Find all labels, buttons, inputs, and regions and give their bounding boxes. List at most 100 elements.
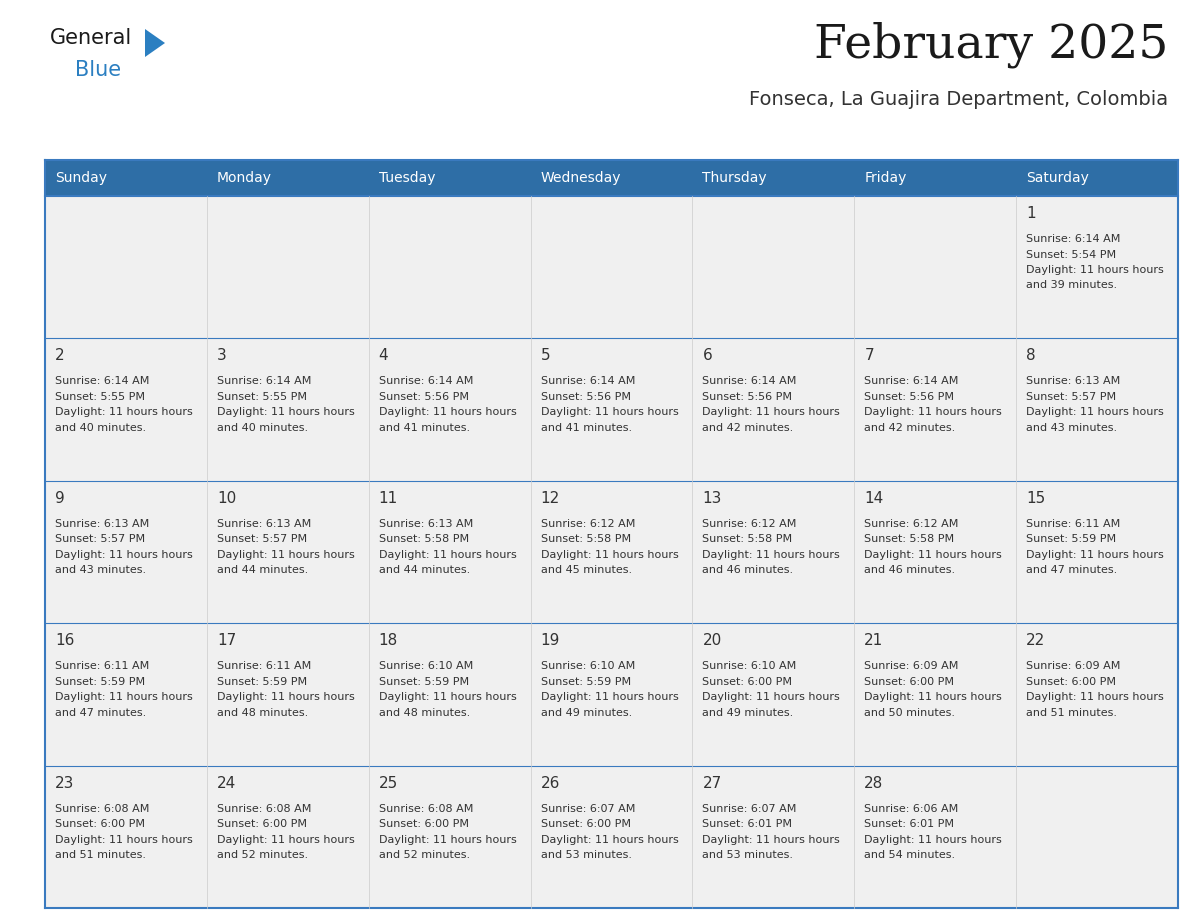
Text: Daylight: 11 hours hours: Daylight: 11 hours hours bbox=[217, 834, 354, 845]
Text: Sunset: 6:00 PM: Sunset: 6:00 PM bbox=[1026, 677, 1117, 687]
Text: Saturday: Saturday bbox=[1026, 171, 1089, 185]
Text: Sunday: Sunday bbox=[55, 171, 107, 185]
Text: and 51 minutes.: and 51 minutes. bbox=[55, 850, 146, 860]
Text: 26: 26 bbox=[541, 776, 560, 790]
Text: and 47 minutes.: and 47 minutes. bbox=[1026, 565, 1118, 576]
Text: 12: 12 bbox=[541, 491, 560, 506]
Text: 25: 25 bbox=[379, 776, 398, 790]
Text: Sunrise: 6:08 AM: Sunrise: 6:08 AM bbox=[55, 803, 150, 813]
Text: Sunrise: 6:12 AM: Sunrise: 6:12 AM bbox=[702, 519, 797, 529]
Text: 17: 17 bbox=[217, 633, 236, 648]
Text: Daylight: 11 hours hours: Daylight: 11 hours hours bbox=[541, 550, 678, 560]
Text: Sunset: 5:59 PM: Sunset: 5:59 PM bbox=[541, 677, 631, 687]
Text: Sunrise: 6:14 AM: Sunrise: 6:14 AM bbox=[865, 376, 959, 386]
Text: and 49 minutes.: and 49 minutes. bbox=[702, 708, 794, 718]
Text: Sunset: 5:56 PM: Sunset: 5:56 PM bbox=[379, 392, 469, 402]
Bar bbox=[854, 481, 1016, 623]
Bar bbox=[207, 623, 368, 766]
Text: 27: 27 bbox=[702, 776, 721, 790]
Text: Sunset: 5:55 PM: Sunset: 5:55 PM bbox=[217, 392, 307, 402]
Text: Daylight: 11 hours hours: Daylight: 11 hours hours bbox=[865, 550, 1001, 560]
Bar bbox=[1016, 339, 1178, 481]
Bar bbox=[1016, 481, 1178, 623]
Text: Sunrise: 6:14 AM: Sunrise: 6:14 AM bbox=[379, 376, 473, 386]
Bar bbox=[1016, 766, 1178, 908]
Text: 3: 3 bbox=[217, 349, 227, 364]
Bar bbox=[368, 196, 531, 339]
Text: and 43 minutes.: and 43 minutes. bbox=[1026, 423, 1117, 433]
Text: 11: 11 bbox=[379, 491, 398, 506]
Text: Sunset: 5:58 PM: Sunset: 5:58 PM bbox=[702, 534, 792, 544]
Text: Fonseca, La Guajira Department, Colombia: Fonseca, La Guajira Department, Colombia bbox=[748, 90, 1168, 109]
Text: 6: 6 bbox=[702, 349, 712, 364]
Text: Daylight: 11 hours hours: Daylight: 11 hours hours bbox=[55, 550, 192, 560]
Bar bbox=[531, 481, 693, 623]
Text: Sunset: 6:00 PM: Sunset: 6:00 PM bbox=[541, 819, 631, 829]
Text: Sunset: 6:00 PM: Sunset: 6:00 PM bbox=[702, 677, 792, 687]
Text: and 53 minutes.: and 53 minutes. bbox=[541, 850, 632, 860]
Text: 2: 2 bbox=[55, 349, 64, 364]
Text: 4: 4 bbox=[379, 349, 388, 364]
Bar bbox=[45, 623, 207, 766]
Bar bbox=[368, 339, 531, 481]
Text: Sunset: 5:54 PM: Sunset: 5:54 PM bbox=[1026, 250, 1117, 260]
Bar bbox=[45, 339, 207, 481]
Text: Monday: Monday bbox=[217, 171, 272, 185]
Text: Sunrise: 6:10 AM: Sunrise: 6:10 AM bbox=[541, 661, 634, 671]
Text: Sunset: 5:58 PM: Sunset: 5:58 PM bbox=[379, 534, 469, 544]
Text: Daylight: 11 hours hours: Daylight: 11 hours hours bbox=[702, 834, 840, 845]
Text: 7: 7 bbox=[865, 349, 874, 364]
Text: Sunrise: 6:08 AM: Sunrise: 6:08 AM bbox=[379, 803, 473, 813]
Text: Daylight: 11 hours hours: Daylight: 11 hours hours bbox=[865, 408, 1001, 418]
Text: 21: 21 bbox=[865, 633, 884, 648]
Text: and 40 minutes.: and 40 minutes. bbox=[55, 423, 146, 433]
Text: 10: 10 bbox=[217, 491, 236, 506]
Text: Sunset: 5:57 PM: Sunset: 5:57 PM bbox=[1026, 392, 1117, 402]
Bar bbox=[207, 481, 368, 623]
Bar bbox=[45, 766, 207, 908]
Text: and 54 minutes.: and 54 minutes. bbox=[865, 850, 955, 860]
Text: Sunrise: 6:14 AM: Sunrise: 6:14 AM bbox=[702, 376, 797, 386]
Bar bbox=[45, 481, 207, 623]
Text: and 50 minutes.: and 50 minutes. bbox=[865, 708, 955, 718]
Bar bbox=[207, 339, 368, 481]
Bar bbox=[368, 766, 531, 908]
Bar bbox=[368, 623, 531, 766]
Text: 16: 16 bbox=[55, 633, 75, 648]
Text: General: General bbox=[50, 28, 132, 48]
Text: 9: 9 bbox=[55, 491, 65, 506]
Text: Daylight: 11 hours hours: Daylight: 11 hours hours bbox=[379, 550, 517, 560]
Bar bbox=[693, 196, 854, 339]
Text: Sunrise: 6:10 AM: Sunrise: 6:10 AM bbox=[379, 661, 473, 671]
Text: Daylight: 11 hours hours: Daylight: 11 hours hours bbox=[55, 834, 192, 845]
Bar bbox=[207, 766, 368, 908]
Text: February 2025: February 2025 bbox=[814, 22, 1168, 69]
Text: and 51 minutes.: and 51 minutes. bbox=[1026, 708, 1117, 718]
Bar bbox=[854, 766, 1016, 908]
Text: Sunset: 6:00 PM: Sunset: 6:00 PM bbox=[217, 819, 307, 829]
Text: Sunrise: 6:06 AM: Sunrise: 6:06 AM bbox=[865, 803, 959, 813]
Text: and 44 minutes.: and 44 minutes. bbox=[379, 565, 470, 576]
Text: Sunset: 5:58 PM: Sunset: 5:58 PM bbox=[541, 534, 631, 544]
Text: 19: 19 bbox=[541, 633, 560, 648]
Text: Sunrise: 6:14 AM: Sunrise: 6:14 AM bbox=[217, 376, 311, 386]
Text: and 52 minutes.: and 52 minutes. bbox=[379, 850, 469, 860]
Text: Sunrise: 6:11 AM: Sunrise: 6:11 AM bbox=[217, 661, 311, 671]
Bar bbox=[693, 481, 854, 623]
Text: Sunrise: 6:13 AM: Sunrise: 6:13 AM bbox=[379, 519, 473, 529]
Bar bbox=[854, 196, 1016, 339]
Text: Tuesday: Tuesday bbox=[379, 171, 435, 185]
Text: Sunset: 5:59 PM: Sunset: 5:59 PM bbox=[379, 677, 469, 687]
Text: and 40 minutes.: and 40 minutes. bbox=[217, 423, 308, 433]
Text: Sunset: 5:57 PM: Sunset: 5:57 PM bbox=[55, 534, 145, 544]
Text: 22: 22 bbox=[1026, 633, 1045, 648]
Text: and 49 minutes.: and 49 minutes. bbox=[541, 708, 632, 718]
Text: Daylight: 11 hours hours: Daylight: 11 hours hours bbox=[702, 550, 840, 560]
Text: Sunset: 6:01 PM: Sunset: 6:01 PM bbox=[702, 819, 792, 829]
Text: Sunset: 6:01 PM: Sunset: 6:01 PM bbox=[865, 819, 954, 829]
Text: Sunrise: 6:11 AM: Sunrise: 6:11 AM bbox=[55, 661, 150, 671]
Bar bbox=[1016, 196, 1178, 339]
Bar bbox=[531, 766, 693, 908]
Text: and 45 minutes.: and 45 minutes. bbox=[541, 565, 632, 576]
Text: 23: 23 bbox=[55, 776, 75, 790]
